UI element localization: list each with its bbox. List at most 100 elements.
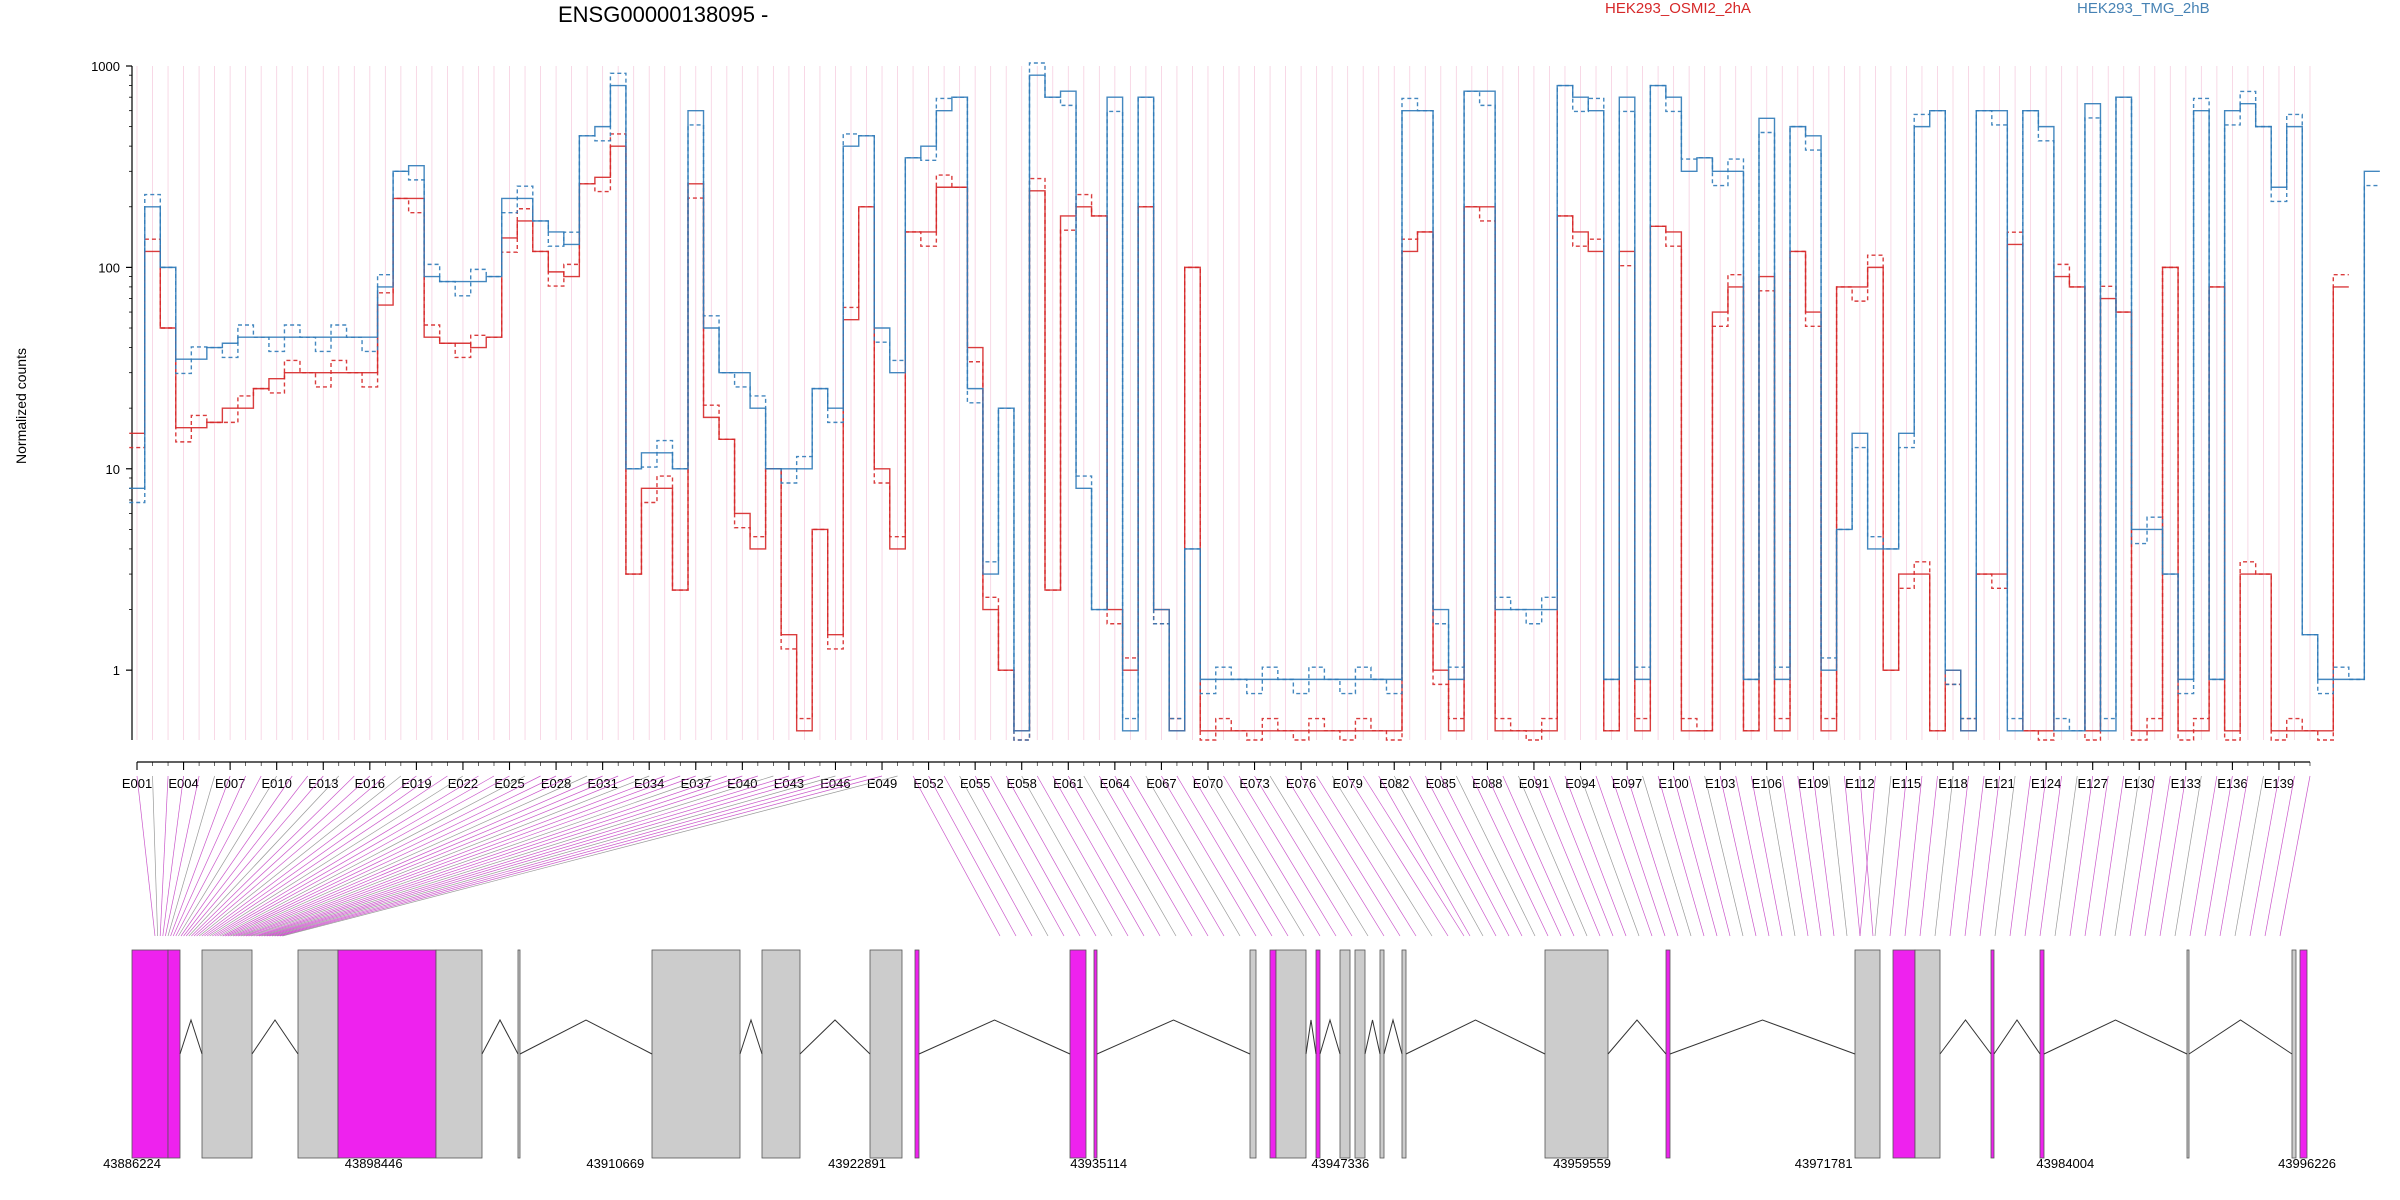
exon-connector xyxy=(212,775,479,937)
exon-connector xyxy=(225,775,557,937)
exon-connector xyxy=(1487,775,1562,937)
exon-connector xyxy=(178,775,277,937)
exon-block xyxy=(517,949,521,1159)
exon-connector xyxy=(2204,775,2233,937)
exon-connector xyxy=(188,775,340,937)
exon-label: E094 xyxy=(1565,776,1595,791)
intron-line xyxy=(1305,1019,1317,1055)
intron-line xyxy=(1939,1019,1992,1055)
exon-label: E037 xyxy=(681,776,711,791)
exon-connector xyxy=(256,775,743,937)
exon-connector xyxy=(2084,775,2109,937)
exon-label: E070 xyxy=(1193,776,1223,791)
exon-connector xyxy=(1626,775,1679,937)
genomic-coordinate-label: 43922891 xyxy=(828,1156,886,1171)
exon-label: E034 xyxy=(634,776,664,791)
exon-connector xyxy=(214,775,495,937)
intron-line xyxy=(1669,1019,1856,1055)
exon-label: E097 xyxy=(1612,776,1642,791)
genomic-coordinate-label: 43935114 xyxy=(1070,1156,1127,1171)
exon-label: E064 xyxy=(1100,776,1130,791)
exon-label: E127 xyxy=(2078,776,2108,791)
exon-connector xyxy=(251,775,712,937)
exon-label: E103 xyxy=(1705,776,1735,791)
exon-block xyxy=(297,949,339,1159)
exon-connector xyxy=(180,775,293,937)
exon-connector xyxy=(266,775,805,937)
exon-connector xyxy=(1362,775,1465,937)
exon-connector xyxy=(2144,775,2171,937)
exon-connector xyxy=(261,775,774,937)
exon-block xyxy=(2291,949,2297,1159)
exon-connector xyxy=(959,775,1049,937)
exon-connector xyxy=(1874,775,1892,937)
exon-connector xyxy=(1766,775,1796,937)
exon-connector xyxy=(1518,775,1588,937)
exon-connector xyxy=(209,775,464,937)
exon-connector xyxy=(1254,775,1353,937)
exon-connector xyxy=(185,775,324,937)
exon-connector xyxy=(271,775,836,937)
exon-label: E139 xyxy=(2264,776,2294,791)
exon-block xyxy=(435,949,483,1159)
exon-connector xyxy=(243,775,665,937)
exon-label: E019 xyxy=(401,776,431,791)
exon-label: E106 xyxy=(1752,776,1782,791)
exon-gridlines xyxy=(136,66,2311,740)
exon-connector xyxy=(1688,775,1731,937)
exon-connectors xyxy=(136,775,2311,937)
genomic-coordinate-label: 43971781 xyxy=(1795,1156,1853,1171)
intron-line xyxy=(2043,1019,2188,1055)
intron-line xyxy=(1607,1019,1667,1055)
exon-connector xyxy=(1859,775,1874,937)
exon-connector xyxy=(1781,775,1809,937)
exon-connector xyxy=(240,775,650,937)
exon-connector xyxy=(2009,775,2031,937)
y-tick-label: 1000 xyxy=(91,59,120,74)
exon-connector xyxy=(258,775,758,937)
exon-connector xyxy=(2129,775,2156,937)
intron-line xyxy=(251,1019,299,1055)
exon-connector xyxy=(1176,775,1273,937)
exon-label: E067 xyxy=(1146,776,1176,791)
exon-connector xyxy=(1207,775,1305,937)
exon-connector xyxy=(1114,775,1209,937)
exon-label: E073 xyxy=(1239,776,1269,791)
exon-connector xyxy=(1611,775,1666,937)
exon-connector xyxy=(2024,775,2047,937)
exon-label: E001 xyxy=(122,776,152,791)
exon-connector xyxy=(1269,775,1369,937)
genomic-coordinate-label: 43886224 xyxy=(103,1156,161,1171)
exon-connector xyxy=(1424,775,1510,937)
exon-connector xyxy=(1005,775,1097,937)
series-line-tmg-replicate xyxy=(129,62,2380,741)
exon-connector xyxy=(1502,775,1575,937)
exon-label: E049 xyxy=(867,776,897,791)
exon-connector xyxy=(1378,775,1471,937)
intron-line xyxy=(1319,1018,1341,1055)
exon-connector xyxy=(165,775,200,937)
y-axis-label: Normalized counts xyxy=(13,348,29,464)
exon-label: E013 xyxy=(308,776,338,791)
exon-connector xyxy=(2279,775,2311,937)
intron-line xyxy=(1405,1019,1546,1055)
exon-connector xyxy=(1456,775,1536,937)
exon-connector xyxy=(1409,775,1497,937)
exon-label: E040 xyxy=(727,776,757,791)
exon-block xyxy=(869,949,903,1159)
genomic-coordinate-label: 43910669 xyxy=(586,1156,644,1171)
exon-connector xyxy=(2039,775,2063,937)
exon-connector xyxy=(227,775,572,937)
exon-connector xyxy=(1994,775,2016,937)
exon-connector xyxy=(1533,775,1601,937)
exon-connector xyxy=(232,775,603,937)
exon-connector xyxy=(1300,775,1401,937)
exon-connector xyxy=(1471,775,1549,937)
exon-connector xyxy=(1192,775,1289,937)
exon-block xyxy=(2186,949,2190,1159)
y-axis: 1 10 100 1000 xyxy=(91,59,133,740)
intron-line xyxy=(179,1018,203,1055)
exon-label: E079 xyxy=(1332,776,1362,791)
exon-connector xyxy=(1979,775,2000,937)
